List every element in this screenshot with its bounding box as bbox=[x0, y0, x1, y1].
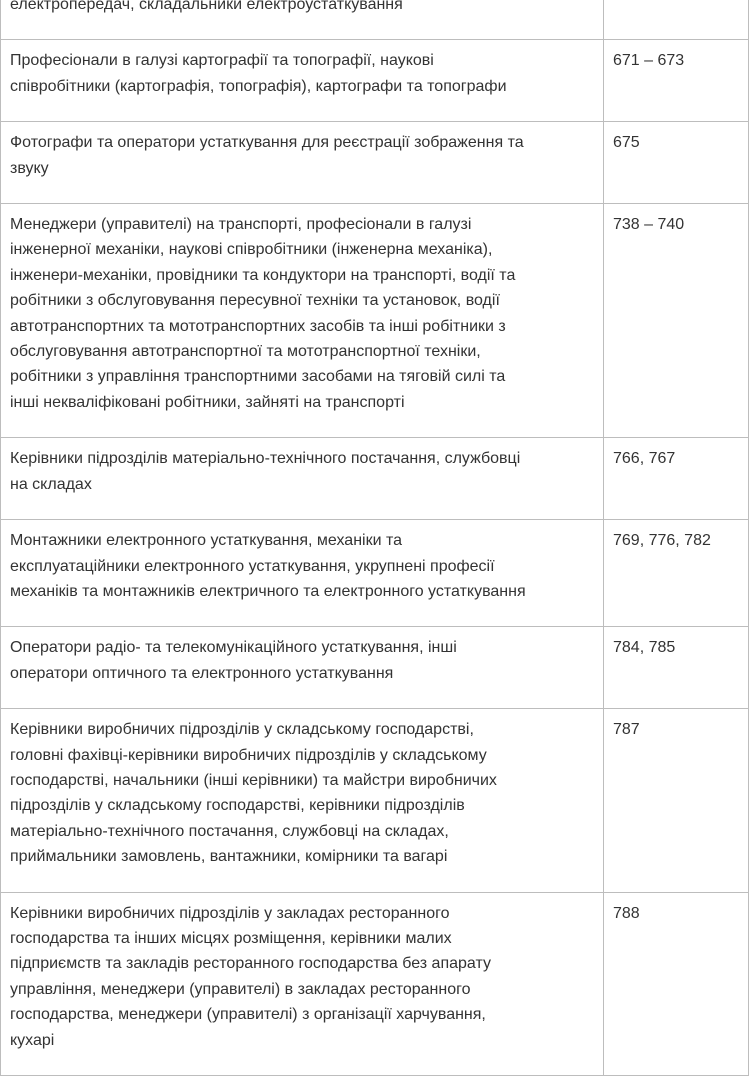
description-line: інженерної механіки, наукові співробітни… bbox=[10, 241, 493, 259]
description-cell: Керівники підрозділів матеріально-техніч… bbox=[0, 437, 604, 521]
codes-text: 788 bbox=[613, 904, 640, 922]
description-line: Керівники підрозділів матеріально-техніч… bbox=[10, 450, 521, 468]
codes-text: 766, 767 bbox=[613, 450, 676, 468]
description-line: Фотографи та оператори устаткування для … bbox=[10, 134, 524, 152]
description-line: Керівники виробничих підрозділів у склад… bbox=[10, 721, 474, 739]
description-cell: Керівники виробничих підрозділів у склад… bbox=[0, 708, 604, 893]
description-line: управління, менеджери (управителі) в зак… bbox=[10, 980, 471, 998]
description-line: Оператори радіо- та телекомунікаційного … bbox=[10, 639, 457, 657]
description-line: Керівники виробничих підрозділів у закла… bbox=[10, 904, 450, 922]
codes-cell: 787 bbox=[603, 708, 749, 893]
description-line: Монтажники електронного устаткування, ме… bbox=[10, 532, 403, 550]
codes-cell: 788 bbox=[603, 891, 749, 1076]
description-cell: Керівники виробничих підрозділів у закла… bbox=[0, 891, 604, 1076]
codes-cell bbox=[603, 0, 749, 41]
description-line: підрозділів у складському господарстві, … bbox=[10, 797, 465, 815]
codes-cell: 671 – 673 bbox=[603, 39, 749, 123]
table-row: Керівники виробничих підрозділів у закла… bbox=[0, 891, 749, 1076]
description-line: співробітники (картографія, топографія),… bbox=[10, 77, 507, 95]
description-line: приймальники замовлень, вантажники, комі… bbox=[10, 848, 448, 866]
description-line: господарстві, начальники (інші керівники… bbox=[10, 771, 497, 789]
description-cell: Монтажники електронного устаткування, ме… bbox=[0, 519, 604, 628]
description-line: інженери-механіки, провідники та кондукт… bbox=[10, 266, 516, 284]
description-line: робітники з обслуговування пересувної те… bbox=[10, 292, 500, 310]
description-line: господарства, менеджери (управителі) з о… bbox=[10, 1006, 486, 1024]
description-line: інші некваліфіковані робітники, зайняті … bbox=[10, 393, 405, 411]
description-line: автотранспортних та мототранспортних зас… bbox=[10, 317, 506, 335]
description-line: робітники з управління транспортними зас… bbox=[10, 368, 506, 386]
codes-text: 787 bbox=[613, 721, 640, 739]
codes-text: 738 – 740 bbox=[613, 216, 685, 234]
description-line: Професіонали в галузі картографії та топ… bbox=[10, 52, 434, 70]
description-line: звуку bbox=[10, 159, 49, 177]
description-line: Менеджери (управителі) на транспорті, пр… bbox=[10, 216, 472, 234]
description-line: господарства та інших місцях розміщення,… bbox=[10, 929, 452, 947]
codes-text: 671 – 673 bbox=[613, 52, 685, 70]
description-line: на складах bbox=[10, 475, 92, 493]
table-row: Керівники підрозділів матеріально-техніч… bbox=[0, 437, 749, 521]
description-line: оператори оптичного та електронного уста… bbox=[10, 664, 394, 682]
description-line: експлуатаційники електронного устаткуван… bbox=[10, 557, 495, 575]
table-row: Керівники виробничих підрозділів у склад… bbox=[0, 708, 749, 893]
codes-cell: 766, 767 bbox=[603, 437, 749, 521]
codes-cell: 675 bbox=[603, 121, 749, 205]
description-line: головні фахівці-керівники виробничих під… bbox=[10, 746, 487, 764]
description-cell: електропередач, складальники електроуста… bbox=[0, 0, 604, 41]
codes-text: 769, 776, 782 bbox=[613, 532, 711, 550]
table-row: електропередач, складальники електроуста… bbox=[0, 0, 749, 41]
table-row: Монтажники електронного устаткування, ме… bbox=[0, 519, 749, 628]
table-row: Фотографи та оператори устаткування для … bbox=[0, 121, 749, 205]
description-line: підприємств та закладів ресторанного гос… bbox=[10, 955, 491, 973]
table-row: Менеджери (управителі) на транспорті, пр… bbox=[0, 203, 749, 439]
table-row: Професіонали в галузі картографії та топ… bbox=[0, 39, 749, 123]
codes-text: 784, 785 bbox=[613, 639, 676, 657]
description-line: механіків та монтажників електричного та… bbox=[10, 582, 526, 600]
description-line: обслуговування автотранспортної та мотот… bbox=[10, 343, 481, 361]
codes-cell: 738 – 740 bbox=[603, 203, 749, 439]
description-cell: Оператори радіо- та телекомунікаційного … bbox=[0, 626, 604, 710]
description-cell: Професіонали в галузі картографії та топ… bbox=[0, 39, 604, 123]
description-line: кухарі bbox=[10, 1031, 55, 1049]
table-row: Оператори радіо- та телекомунікаційного … bbox=[0, 626, 749, 710]
description-line: електропередач, складальники електроуста… bbox=[10, 0, 403, 13]
codes-cell: 769, 776, 782 bbox=[603, 519, 749, 628]
codes-cell: 784, 785 bbox=[603, 626, 749, 710]
description-line: матеріально-технічного постачання, служб… bbox=[10, 822, 449, 840]
description-cell: Фотографи та оператори устаткування для … bbox=[0, 121, 604, 205]
codes-text: 675 bbox=[613, 134, 640, 152]
description-cell: Менеджери (управителі) на транспорті, пр… bbox=[0, 203, 604, 439]
